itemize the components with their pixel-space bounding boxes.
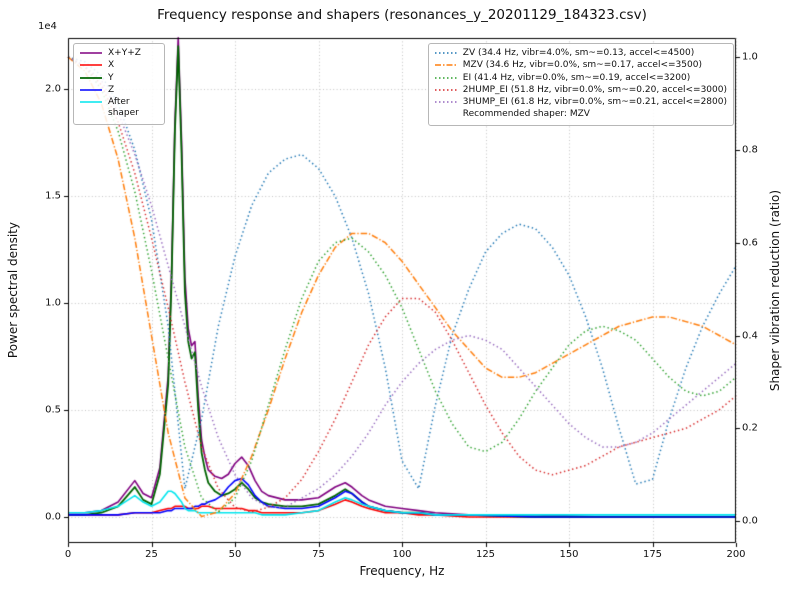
y-axis-offset-label: 1e4 [38,21,57,32]
recommended-shaper-note-label: Recommended shaper: MZV [462,109,590,120]
legend-line-swatch [434,76,457,79]
psd-legend-item: After shaper [79,97,158,120]
shaper-legend-item: 2HUMP_EI (51.8 Hz, vibr=0.0%, sm~=0.20, … [434,85,727,96]
psd-legend-item: Z [79,85,158,96]
shaper-legend-item-label: 3HUMP_EI (61.8 Hz, vibr=0.0%, sm~=0.21, … [462,97,727,107]
psd-legend-item: X+Y+Z [79,48,158,59]
legend-line-swatch [80,64,102,67]
y-axis-label-right: Shaper vibration reduction (ratio) [768,189,782,392]
psd-legend-item-label: X [108,60,115,71]
chart-title: Frequency response and shapers (resonanc… [157,7,647,23]
shaper-legend-item: 3HUMP_EI (61.8 Hz, vibr=0.0%, sm~=0.21, … [434,97,727,108]
psd-legend-item: Y [79,73,158,84]
shaper-legend: ZV (34.4 Hz, vibr=4.0%, sm~=0.13, accel<… [427,43,734,126]
legend-line-swatch [434,112,458,116]
shaper-legend-item: MZV (34.6 Hz, vibr=0.0%, sm~=0.17, accel… [434,60,727,71]
legend-line-swatch [434,52,457,54]
legend-line-swatch [434,64,457,66]
legend-line-swatch [80,88,102,91]
psd-legend: X+Y+Z X Y Z After shaper [73,43,165,125]
legend-line-swatch [80,52,102,54]
psd-legend-item-label: X+Y+Z [108,48,141,58]
shaper-legend-item-label: ZV (34.4 Hz, vibr=4.0%, sm~=0.13, accel<… [462,48,695,58]
psd-legend-item-label: Y [108,72,114,83]
recommended-shaper-note: Recommended shaper: MZV [434,109,727,120]
psd-legend-item-label: Z [108,84,115,95]
shaper-legend-item: EI (41.4 Hz, vibr=0.0%, sm~=0.19, accel<… [434,73,727,84]
legend-line-swatch [434,101,457,103]
shaper-legend-item: ZV (34.4 Hz, vibr=4.0%, sm~=0.13, accel<… [434,48,727,59]
legend-line-swatch [80,101,102,103]
psd-legend-item: X [79,60,158,71]
legend-line-swatch [434,89,457,91]
psd-legend-item-label: After shaper [108,97,139,119]
x-axis-label: Frequency, Hz [359,564,445,578]
shaper-legend-item-label: MZV (34.6 Hz, vibr=0.0%, sm~=0.17, accel… [462,60,702,71]
legend-line-swatch [80,76,102,79]
y-axis-label-left: Power spectral density [6,222,20,359]
shaper-legend-item-label: 2HUMP_EI (51.8 Hz, vibr=0.0%, sm~=0.20, … [462,84,727,95]
shaper-legend-item-label: EI (41.4 Hz, vibr=0.0%, sm~=0.19, accel<… [462,72,691,83]
